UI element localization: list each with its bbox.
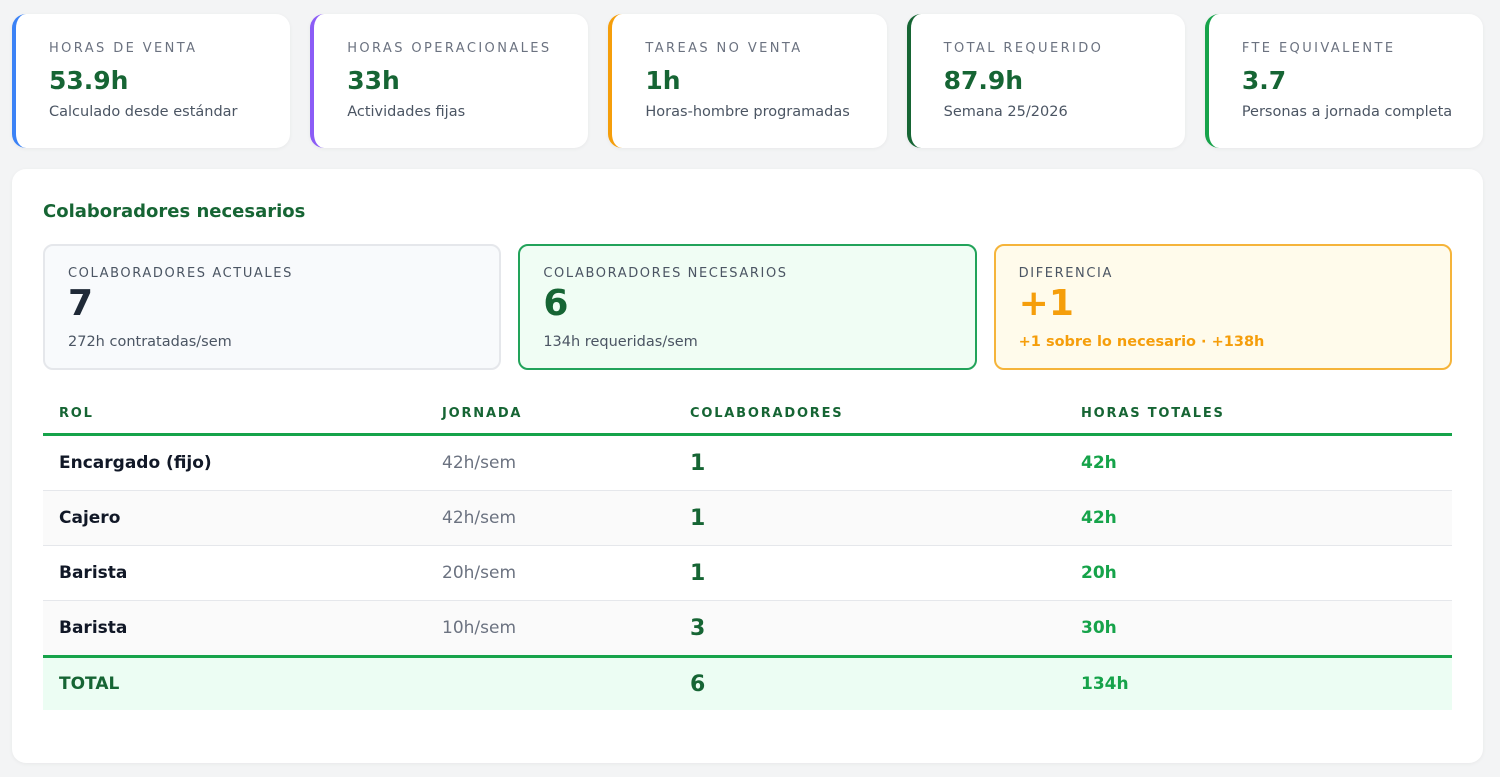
table-total-row: TOTAL 6 134h <box>43 655 1452 710</box>
kpi-value: 87.9h <box>943 66 1024 95</box>
kpi-value: 3.7 <box>1241 66 1287 95</box>
header-colaboradores: COLABORADORES <box>690 405 844 421</box>
summary-card-necesarios: COLABORADORES NECESARIOS 6 134h requerid… <box>518 244 977 370</box>
kpi-subtitle: Semana 25/2026 <box>943 104 1068 120</box>
kpi-value: 33h <box>347 66 400 95</box>
kpi-value: 53.9h <box>49 66 129 95</box>
header-jornada: JORNADA <box>442 405 523 421</box>
cell-colaboradores: 1 <box>690 560 706 586</box>
kpi-subtitle: Horas-hombre programadas <box>645 104 850 120</box>
kpi-value: 1h <box>645 66 681 95</box>
kpi-label: FTE EQUIVALENTE <box>1241 41 1396 56</box>
table-header: ROL JORNADA COLABORADORES HORAS TOTALES <box>43 393 1452 436</box>
panel-title: Colaboradores necesarios <box>43 201 306 222</box>
summary-subtitle: 134h requeridas/sem <box>543 334 698 350</box>
header-horas-totales: HORAS TOTALES <box>1081 405 1225 421</box>
cell-jornada: 20h/sem <box>442 563 517 583</box>
table-row: Barista 10h/sem 3 30h <box>43 601 1452 656</box>
kpi-label: HORAS DE VENTA <box>49 41 198 56</box>
cell-rol: Barista <box>59 563 128 583</box>
kpi-label: TOTAL REQUERIDO <box>943 41 1104 56</box>
cell-rol: Cajero <box>59 508 121 528</box>
kpi-subtitle: Personas a jornada completa <box>1241 104 1453 120</box>
summary-label: DIFERENCIA <box>1018 266 1113 281</box>
cell-horas: 42h <box>1081 453 1117 473</box>
cell-colaboradores: 3 <box>690 615 706 641</box>
header-rol: ROL <box>59 405 94 421</box>
kpi-card-horas-operacionales: HORAS OPERACIONALES 33h Actividades fija… <box>310 14 589 148</box>
kpi-label: TAREAS NO VENTA <box>645 41 803 56</box>
kpi-card-fte-equivalente: FTE EQUIVALENTE 3.7 Personas a jornada c… <box>1204 14 1484 148</box>
roles-table: ROL JORNADA COLABORADORES HORAS TOTALES … <box>43 393 1452 710</box>
colaboradores-panel: Colaboradores necesarios COLABORADORES A… <box>12 169 1483 763</box>
cell-jornada: 10h/sem <box>442 618 517 638</box>
summary-card-diferencia: DIFERENCIA +1 +1 sobre lo necesario · +1… <box>993 244 1452 370</box>
kpi-card-total-requerido: TOTAL REQUERIDO 87.9h Semana 25/2026 <box>906 14 1185 148</box>
summary-label: COLABORADORES ACTUALES <box>68 266 293 281</box>
cell-horas: 42h <box>1081 508 1117 528</box>
cell-jornada: 42h/sem <box>442 453 517 473</box>
kpi-card-horas-venta: HORAS DE VENTA 53.9h Calculado desde est… <box>12 14 291 148</box>
cell-colaboradores: 1 <box>690 505 706 531</box>
cell-jornada: 42h/sem <box>442 508 517 528</box>
table-row: Encargado (fijo) 42h/sem 1 42h <box>43 436 1452 491</box>
table-row: Cajero 42h/sem 1 42h <box>43 491 1452 546</box>
summary-cards: COLABORADORES ACTUALES 7 272h contratada… <box>43 244 1452 370</box>
summary-subtitle: +1 sobre lo necesario · +138h <box>1018 334 1265 350</box>
cell-horas: 30h <box>1081 618 1117 638</box>
summary-label: COLABORADORES NECESARIOS <box>543 266 788 281</box>
total-colaboradores: 6 <box>690 671 706 697</box>
total-horas: 134h <box>1081 674 1129 694</box>
cell-colaboradores: 1 <box>690 450 706 476</box>
summary-card-actuales: COLABORADORES ACTUALES 7 272h contratada… <box>43 244 502 370</box>
table-row: Barista 20h/sem 1 20h <box>43 546 1452 601</box>
summary-value: +1 <box>1018 283 1074 324</box>
summary-value: 7 <box>68 283 94 324</box>
cell-horas: 20h <box>1081 563 1117 583</box>
total-label: TOTAL <box>59 674 120 694</box>
kpi-row: HORAS DE VENTA 53.9h Calculado desde est… <box>12 14 1484 148</box>
cell-rol: Encargado (fijo) <box>59 453 212 473</box>
kpi-card-tareas-no-venta: TAREAS NO VENTA 1h Horas-hombre programa… <box>608 14 887 148</box>
kpi-label: HORAS OPERACIONALES <box>347 41 552 56</box>
kpi-subtitle: Calculado desde estándar <box>49 104 238 120</box>
summary-subtitle: 272h contratadas/sem <box>68 334 232 350</box>
summary-value: 6 <box>543 283 569 324</box>
cell-rol: Barista <box>59 618 128 638</box>
kpi-subtitle: Actividades fijas <box>347 104 466 120</box>
